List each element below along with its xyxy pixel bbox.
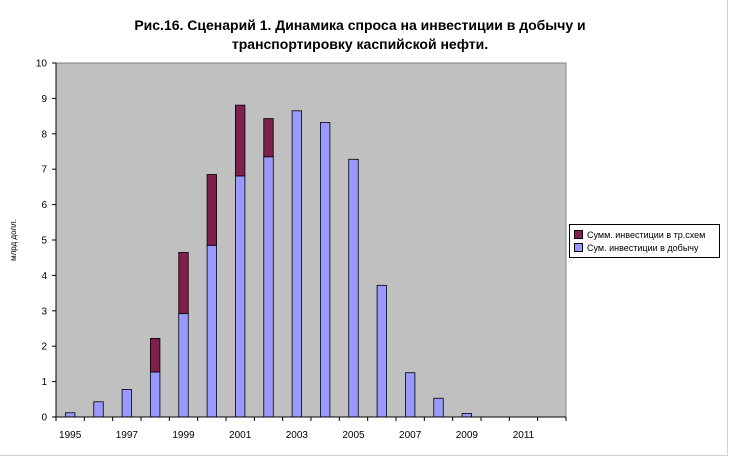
y-tick-label: 3: [41, 306, 47, 317]
legend-label-production: Сум. инвестиции в добычу: [587, 242, 699, 253]
y-axis: 0 1 2 3 4 5 6 7 8 9 10: [36, 59, 57, 424]
x-tick-label: 1999: [172, 430, 195, 441]
y-tick-label: 8: [41, 129, 47, 140]
bar-production-2008: [433, 397, 444, 418]
chart-title-line-1: Рис.16. Сценарий 1. Динамика спроса на и…: [134, 17, 586, 33]
legend-swatch-transport: [574, 230, 583, 239]
chart-title: Рис.16. Сценарий 1. Динамика спроса на и…: [60, 16, 660, 54]
bar-production-1995: [65, 412, 76, 418]
bars-group: [65, 104, 472, 418]
bar-transport-2002: [263, 118, 274, 158]
legend-item-transport: Сумм. инвестиции в тр.схем: [574, 228, 715, 241]
y-axis-label: млрд долл.: [9, 219, 18, 261]
x-tick-label: 2011: [513, 430, 535, 441]
bar-production-1998: [150, 371, 161, 418]
x-tick-label: 2003: [286, 430, 309, 441]
x-tick-label: 2005: [342, 430, 365, 441]
bar-production-2003: [291, 110, 302, 418]
y-tick-label: 7: [41, 165, 47, 176]
x-tick-label: 2001: [229, 430, 252, 441]
legend-label-transport: Сумм. инвестиции в тр.схем: [587, 229, 706, 240]
bar-production-2001: [235, 175, 246, 418]
y-tick-label: 1: [41, 377, 47, 388]
y-tick-label: 6: [41, 200, 47, 211]
bar-production-1996: [93, 401, 104, 418]
plot-area: [55, 62, 567, 418]
bar-transport-2000: [206, 174, 217, 246]
bar-transport-1998: [150, 338, 161, 373]
bar-production-1997: [121, 388, 132, 418]
y-tick-label: 2: [41, 342, 47, 353]
x-tick-label: 1995: [59, 430, 82, 441]
legend: Сумм. инвестиции в тр.схем Сум. инвестиц…: [569, 224, 720, 258]
chart-title-line-2: транспортировку каспийской нефти.: [231, 36, 489, 52]
bar-production-2004: [320, 122, 331, 418]
bar-production-2005: [348, 158, 359, 418]
bar-production-2002: [263, 156, 274, 418]
legend-swatch-production: [574, 243, 583, 252]
y-tick-label: 9: [41, 94, 47, 105]
x-tick-label: 1997: [116, 430, 139, 441]
y-tick-label: 10: [36, 59, 48, 70]
bar-production-2007: [405, 372, 416, 418]
y-tick-label: 4: [41, 271, 47, 282]
y-tick-label: 5: [41, 236, 47, 247]
legend-item-production: Сум. инвестиции в добычу: [574, 241, 715, 254]
bar-transport-1999: [178, 251, 189, 315]
bar-production-2006: [376, 284, 387, 418]
x-axis: 1995 1997 1999 2001 2003 2005 2007 2009 2011: [55, 416, 567, 441]
x-tick-label: 2009: [456, 430, 479, 441]
bar-production-2009: [461, 413, 472, 418]
bar-production-1999: [178, 313, 189, 418]
y-tick-label: 0: [41, 413, 47, 424]
bar-production-2000: [206, 244, 217, 418]
x-tick-label: 2007: [399, 430, 422, 441]
bar-transport-2001: [235, 104, 246, 177]
